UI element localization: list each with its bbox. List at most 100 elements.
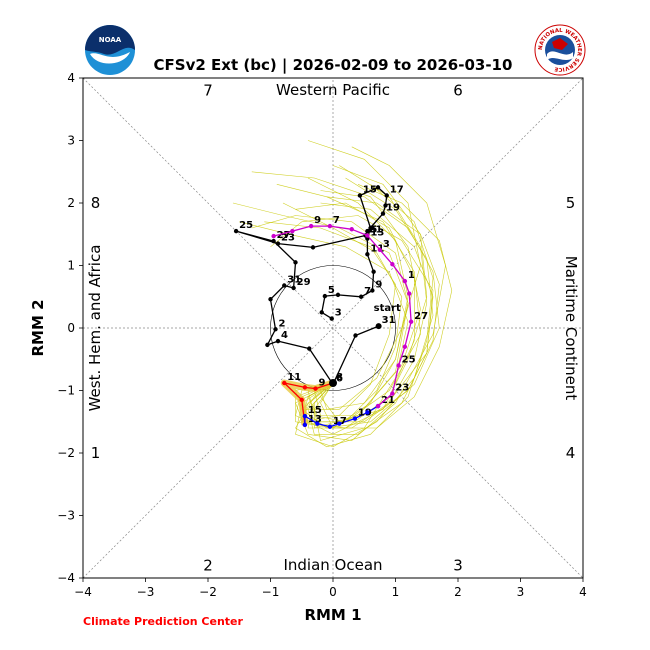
x-tick-label: −2 (199, 585, 217, 599)
observed-point (271, 238, 276, 244)
unit-circle (270, 265, 396, 391)
forecast-segment-3-point (396, 363, 401, 368)
forecast-segment-3-point (408, 319, 414, 324)
phase-number-label: 7 (203, 82, 213, 100)
ensemble-member-line (232, 202, 409, 410)
observed-point (329, 316, 334, 321)
observed-day-label: 29 (297, 277, 311, 288)
observed-point (291, 285, 296, 291)
x-tick-label: 1 (392, 585, 400, 599)
forecast-segment-1-line (283, 382, 334, 425)
observed-point (358, 294, 364, 299)
y-tick-label: 3 (67, 134, 75, 148)
observed-point (310, 245, 316, 250)
x-tick-label: −1 (262, 585, 280, 599)
forecast-segment-2-point (302, 413, 308, 419)
forecast-segment-3-day-label: 3 (383, 239, 390, 250)
phase-number-label: 8 (91, 194, 101, 212)
observed-point (368, 225, 373, 231)
observed-point (365, 252, 370, 257)
y-tick-label: 0 (67, 321, 75, 335)
observed-day-label: 9 (375, 280, 382, 291)
observed-point (319, 310, 324, 315)
y-axis-label: RMM 2 (29, 299, 47, 356)
chart-title: CFSv2 Ext (bc) | 2026-02-09 to 2026-03-1… (154, 56, 513, 75)
observed-point (380, 211, 386, 216)
forecast-segment-1-point (299, 397, 304, 403)
observed-point (307, 346, 312, 351)
observed-point (268, 297, 273, 302)
observed-point (370, 288, 375, 293)
forecast-segment-2-line (304, 405, 379, 428)
region-label-top: Western Pacific (276, 81, 390, 99)
forecast-segment-1-day-label: 11 (287, 372, 301, 383)
x-tick-label: −4 (74, 585, 92, 599)
observed-day-label: 31 (382, 315, 396, 326)
forecast-segment-3-point (377, 247, 383, 253)
phase-number-label: 4 (566, 444, 576, 462)
observed-day-label: 7 (364, 286, 371, 297)
ensemble-member-line (295, 177, 434, 448)
observed-point (335, 292, 341, 298)
forecast-segment-3-point (308, 223, 314, 229)
forecast-segment-2-point (365, 410, 370, 415)
observed-day-label: 6 (336, 373, 343, 384)
start-label: start (374, 303, 401, 314)
ensemble-member-line (301, 190, 440, 429)
observed-point (293, 260, 298, 265)
observed-day-label: 15 (363, 185, 377, 196)
x-tick-label: 4 (579, 585, 587, 599)
observed-day-label: 4 (281, 330, 288, 341)
forecast-segment-3-point (290, 228, 295, 234)
forecast-segment-2-day-label: 19 (358, 408, 372, 419)
forecast-segment-2-point (337, 421, 342, 426)
observed-point (275, 338, 281, 344)
noaa-logo-text: NOAA (99, 36, 122, 44)
ensemble-member-line (295, 177, 409, 429)
noaa-logo: NOAA (85, 25, 135, 75)
ensemble-member-line (295, 202, 415, 429)
forecast-segment-3-point (390, 262, 395, 267)
observed-point (371, 269, 376, 274)
y-tick-label: −1 (57, 384, 75, 398)
x-tick-label: 0 (329, 585, 337, 599)
nws-logo: NATIONAL WEATHER SERVICE (534, 24, 586, 76)
ensemble-member-line (307, 196, 440, 423)
observed-day-label: 3 (335, 308, 342, 319)
forecast-segment-3-point (402, 344, 408, 349)
forecast-segment-2-point (315, 421, 320, 426)
ensemble-member-line (307, 165, 428, 429)
forecast-segment-3-point (271, 233, 276, 239)
phase-number-label: 1 (91, 444, 101, 462)
observed-point (282, 283, 287, 288)
forecast-segment-2-day-label: 21 (381, 395, 395, 406)
region-label-bottom: Indian Ocean (283, 556, 382, 574)
observed-day-label: 21 (369, 225, 383, 236)
observed-point (265, 342, 270, 348)
forecast-segment-1-day-label: 9 (319, 378, 326, 389)
observed-point (233, 228, 239, 234)
credit-label: Climate Prediction Center (83, 615, 243, 628)
observed-day-label: 19 (386, 203, 400, 214)
observed-day-label: 27 (277, 230, 291, 241)
forecast-segment-3-point (327, 223, 333, 229)
forecast-segment-1-day-label: 8 (336, 372, 343, 383)
y-tick-label: 2 (67, 196, 75, 210)
observed-point (384, 193, 389, 198)
forecast-segment-3-point (390, 391, 395, 396)
observed-day-label: 25 (239, 220, 253, 231)
phase-number-label: 5 (566, 194, 576, 212)
forecast-segment-3-day-label: 5 (370, 225, 377, 236)
observed-point (353, 333, 358, 338)
forecast-segment-2-point (352, 416, 358, 421)
x-tick-label: 2 (454, 585, 462, 599)
forecast-segment-3-point (407, 291, 412, 296)
forecast-segment-3-point (375, 403, 381, 409)
forecast-segment-3-day-label: 7 (333, 215, 340, 226)
y-tick-label: −4 (57, 571, 75, 585)
observed-point (365, 228, 370, 234)
observed-point (273, 327, 278, 332)
forecast-segment-2-point (302, 422, 308, 428)
forecast-segment-3-point (365, 233, 370, 238)
